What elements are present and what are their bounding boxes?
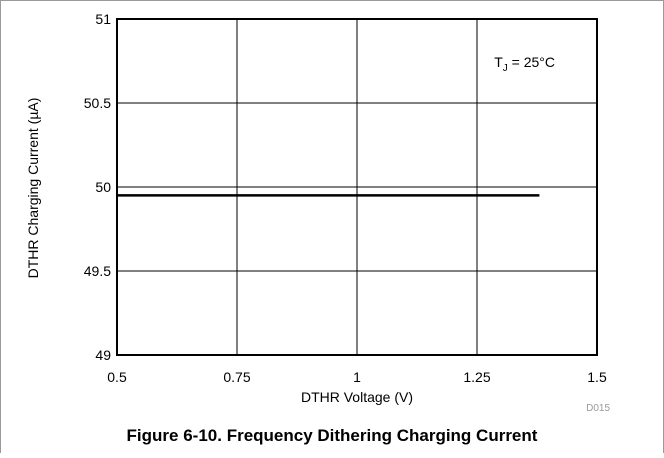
x-axis-title: DTHR Voltage (V) (301, 389, 413, 405)
x-tick-label: 1.25 (463, 369, 490, 385)
annotation-subscript: J (503, 63, 508, 74)
annotation-symbol: T (494, 54, 503, 70)
y-tick-label: 50.5 (84, 95, 111, 111)
temperature-annotation: TJ = 25°C (494, 54, 555, 74)
figure-code: D015 (586, 403, 610, 414)
y-axis-title: DTHR Charging Current (µA) (25, 98, 41, 279)
x-tick-label: 1.5 (587, 369, 607, 385)
frame-left-border (0, 0, 1, 453)
x-tick-labels: 0.5 0.75 1 1.25 1.5 (107, 369, 607, 385)
y-tick-label: 51 (95, 11, 111, 27)
x-tick-label: 1 (353, 369, 361, 385)
plot-area (116, 18, 598, 356)
annotation-value: = 25°C (508, 54, 555, 70)
y-tick-label: 50 (95, 179, 111, 195)
y-tick-label: 49 (95, 347, 111, 363)
y-tick-labels: 51 50.5 50 49.5 49 (84, 11, 111, 363)
figure-caption: Figure 6-10. Frequency Dithering Chargin… (127, 426, 538, 445)
frame-top-border (0, 0, 664, 1)
y-tick-label: 49.5 (84, 263, 111, 279)
x-tick-label: 0.5 (107, 369, 127, 385)
x-tick-label: 0.75 (223, 369, 250, 385)
